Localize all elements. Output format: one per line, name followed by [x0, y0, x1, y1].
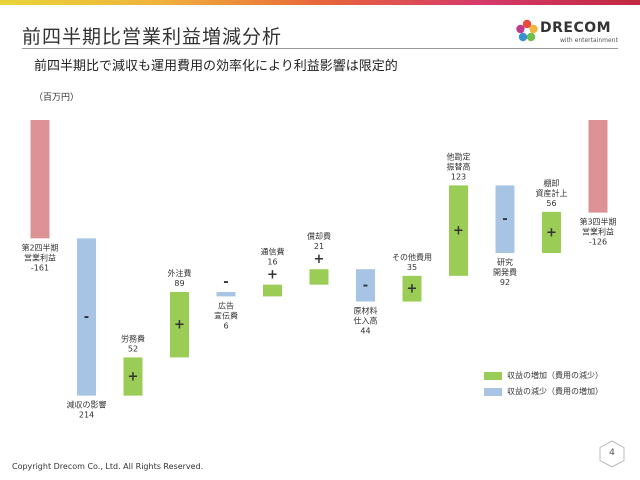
- bar-category-9-1: 振替高: [447, 161, 471, 171]
- title-divider: [22, 48, 618, 49]
- bar-value-12: -126: [589, 238, 607, 247]
- bar-label-4: 広告宣伝費 6: [214, 300, 238, 330]
- bar-category-7-1: 仕入高: [354, 316, 378, 326]
- legend-item-increase: 収益の増加（費用の減少）: [484, 368, 603, 384]
- bar-value-3: 89: [174, 279, 184, 288]
- bar-value-4: 6: [223, 321, 228, 330]
- bar-4: [216, 291, 236, 297]
- bar-category-0-0: 第2四半期: [21, 242, 58, 252]
- bar-3: [170, 291, 189, 358]
- bar-7: [356, 269, 375, 302]
- hexagon-icon: [599, 440, 625, 468]
- bar-value-7: 44: [360, 327, 370, 336]
- page-title: 前四半期比営業利益増減分析: [22, 26, 283, 48]
- bar-label-8: その他費用 35: [392, 252, 432, 272]
- bar-sign-9: +: [453, 224, 464, 239]
- bar-label-0: 第2四半期営業利益-161: [21, 242, 58, 272]
- bar-2: [123, 357, 143, 396]
- bar-value-0: -161: [31, 263, 49, 272]
- bar-value-10: 92: [500, 278, 510, 287]
- bar-label-6: 償却費 21: [307, 231, 331, 251]
- bar-sign-1: -: [84, 310, 89, 325]
- bar-sign-2: +: [128, 370, 139, 385]
- bar-category-11-0: 棚卸: [544, 178, 560, 188]
- bar-category-1-0: 減収の影響: [67, 400, 107, 410]
- legend-item-decrease: 収益の減少（費用の増加）: [484, 384, 603, 400]
- top-color-bar: [0, 0, 640, 5]
- legend-label-decrease: 収益の減少（費用の増加）: [507, 387, 603, 396]
- bar-11: [542, 211, 561, 254]
- bar-8: [402, 275, 422, 302]
- bar-sign-10: -: [502, 212, 507, 227]
- bar-6: [309, 269, 329, 285]
- bar-sign-7: -: [363, 278, 368, 293]
- bar-sign-4: -: [223, 275, 228, 290]
- bar-category-9-0: 他勘定: [447, 151, 471, 161]
- bar-value-11: 56: [546, 199, 556, 208]
- logo-tagline: with entertainment: [560, 37, 618, 44]
- bar-category-10-1: 開発費: [493, 267, 517, 277]
- bar-value-9: 123: [451, 172, 466, 181]
- bar-category-3-0: 外注費: [168, 268, 192, 278]
- logo-wordmark: DRECOM: [540, 20, 612, 36]
- bar-10: [495, 185, 515, 254]
- copyright-footer: Copyright Drecom Co., Ltd. All Rights Re…: [12, 462, 204, 471]
- bar-value-1: 214: [79, 411, 94, 420]
- bar-category-10-0: 研究: [497, 257, 513, 267]
- bar-category-8-0: その他費用: [392, 252, 432, 262]
- flower-logo-icon: [516, 19, 538, 42]
- bar-category-7-0: 原材料: [354, 306, 378, 316]
- page-number-badge: 4: [598, 440, 626, 468]
- bar-value-8: 35: [407, 263, 417, 272]
- bar-sign-5: +: [267, 268, 278, 283]
- bar-label-12: 第3四半期営業利益-126: [579, 217, 616, 247]
- bar-12: [588, 120, 608, 213]
- page-subtitle: 前四半期比で減収も運用費用の効率化により利益影響は限定的: [34, 59, 398, 74]
- unit-label: （百万円）: [34, 93, 80, 103]
- bar-label-5: 通信費 16: [261, 247, 285, 267]
- bar-category-0-1: 営業利益: [24, 252, 56, 262]
- legend-swatch-increase: [484, 372, 502, 380]
- bar-label-3: 外注費 89: [168, 268, 192, 288]
- chart-legend: 収益の増加（費用の減少） 収益の減少（費用の増加）: [484, 368, 603, 400]
- bar-label-7: 原材料仕入高 44: [354, 306, 378, 336]
- bar-category-6-0: 償却費: [307, 231, 331, 241]
- bar-category-2-0: 労務費: [121, 333, 145, 343]
- bar-label-10: 研究開発費 92: [493, 257, 517, 287]
- bar-sign-11: +: [546, 225, 557, 240]
- bar-category-11-1: 資産計上: [536, 188, 568, 198]
- bar-category-4-1: 宣伝費: [214, 310, 238, 320]
- bar-label-2: 労務費 52: [121, 333, 145, 353]
- bar-label-9: 他勘定振替高 123: [447, 151, 471, 181]
- bar-category-12-1: 営業利益: [582, 227, 614, 237]
- bar-label-11: 棚卸資産計上 56: [536, 178, 568, 208]
- bar-9: [449, 185, 468, 276]
- page-number: 4: [609, 448, 615, 458]
- bar-0: [30, 120, 50, 239]
- bar-sign-3: +: [174, 318, 185, 333]
- bar-category-5-0: 通信費: [261, 247, 285, 257]
- bar-sign-6: +: [314, 252, 325, 267]
- bar-5: [263, 284, 282, 297]
- bar-value-6: 21: [314, 242, 324, 251]
- legend-swatch-decrease: [484, 388, 502, 396]
- bar-sign-8: +: [407, 282, 418, 297]
- bar-category-12-0: 第3四半期: [579, 217, 616, 227]
- bar-category-4-0: 広告: [218, 300, 234, 310]
- legend-label-increase: 収益の増加（費用の減少）: [507, 371, 603, 380]
- drecom-logo: DRECOM with entertainment: [516, 18, 626, 46]
- bar-1: [77, 238, 96, 396]
- bar-label-1: 減収の影響 214: [67, 400, 107, 420]
- bar-value-5: 16: [267, 258, 277, 267]
- bar-value-2: 52: [128, 344, 138, 353]
